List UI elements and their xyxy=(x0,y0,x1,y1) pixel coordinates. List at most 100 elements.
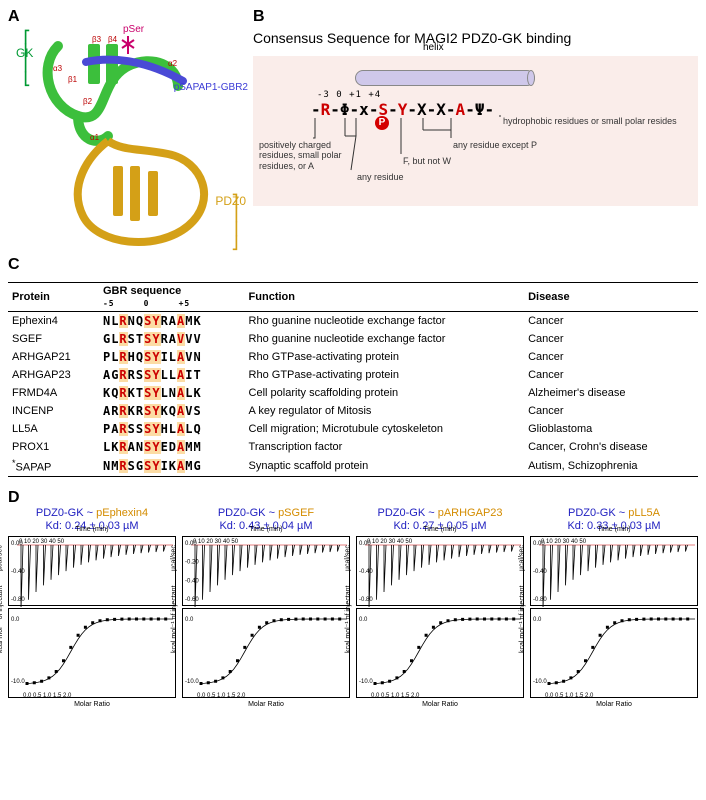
gbr-table: Protein GBR sequence-5 0 +5 Function Dis… xyxy=(8,282,698,477)
psapap-label: pSAPAP1-GBR2 xyxy=(174,82,248,93)
itc-isotherm-chart: kcal mol⁻¹ of injectantMolar Ratio0.0-10… xyxy=(8,608,176,698)
itc-raw-chart: Time (min)µcal/sec0.00-0.20-0.40-0.600 1… xyxy=(182,536,350,606)
svg-text:-10.0: -10.0 xyxy=(185,679,199,685)
sse-a1: α1 xyxy=(90,133,100,142)
col-disease: Disease xyxy=(524,283,698,312)
svg-text:-10.0: -10.0 xyxy=(533,679,547,685)
itc-isotherm-chart: kcal mol⁻¹ of injectantMolar Ratio0.0-10… xyxy=(182,608,350,698)
svg-text:0.0: 0.0 xyxy=(359,617,368,623)
sse-a2: α2 xyxy=(168,59,178,68)
table-row: ARHGAP23AGRRSSYLLAITRho GTPase-activatin… xyxy=(8,366,698,384)
svg-text:-0.60: -0.60 xyxy=(185,597,199,603)
panel-b-label: B xyxy=(253,8,265,26)
bracket-pdz: ⎤⎥⎥⎦ xyxy=(232,194,238,250)
itc-spikes-icon: 0.00-0.40-0.800 10 20 30 40 50 xyxy=(531,537,699,607)
pser-label: pSer xyxy=(123,24,144,35)
svg-text:-0.80: -0.80 xyxy=(11,597,25,603)
panel-c: C Protein GBR sequence-5 0 +5 Function D… xyxy=(8,256,698,477)
cell-disease: Autism, Schizophrenia xyxy=(524,456,698,476)
annotation-connectors-icon xyxy=(253,56,693,206)
itc-sigmoid-icon: 0.0-10.00.0 0.5 1.0 1.5 2.0 xyxy=(9,609,177,699)
axis-ucal-label: µcal/sec xyxy=(519,545,526,571)
svg-text:-10.0: -10.0 xyxy=(359,679,373,685)
cell-protein: PROX1 xyxy=(8,438,99,456)
cell-function: A key regulator of Mitosis xyxy=(245,402,525,420)
cell-protein: FRMD4A xyxy=(8,384,99,402)
svg-text:0.0 0.5 1.0 1.5 2.0: 0.0 0.5 1.0 1.5 2.0 xyxy=(371,693,420,699)
itc-isotherm-chart: kcal mol⁻¹ of injectantMolar Ratio0.0-10… xyxy=(356,608,524,698)
table-row: Ephexin4NLRNQSYRAAMKRho guanine nucleoti… xyxy=(8,312,698,331)
cell-disease: Glioblastoma xyxy=(524,420,698,438)
panel-a: A ⎡⎢⎢⎣ GK pSer pSAPAP1-GBR2 PDZ0 ⎤⎥⎥⎦ xyxy=(8,8,253,256)
svg-text:-0.20: -0.20 xyxy=(185,560,199,566)
helix-label: helix xyxy=(423,42,444,53)
cell-disease: Cancer xyxy=(524,312,698,331)
itc-sigmoid-icon: 0.0-10.00.0 0.5 1.0 1.5 2.0 xyxy=(531,609,699,699)
panel-d-label: D xyxy=(8,489,20,507)
itc-raw-chart: Time (min)µcal/sec0.00-0.40-0.800 10 20 … xyxy=(8,536,176,606)
svg-text:-0.40: -0.40 xyxy=(185,578,199,584)
cell-function: Rho GTPase-activating protein xyxy=(245,366,525,384)
svg-text:-0.40: -0.40 xyxy=(533,569,547,575)
svg-text:0 10 20 30 40 50: 0 10 20 30 40 50 xyxy=(367,539,413,545)
itc-panel: PDZ0-GK ~ pEphexin4Kd: 0.24 ± 0.03 µMTim… xyxy=(8,507,176,699)
cell-function: Transcription factor xyxy=(245,438,525,456)
axis-molar-label: Molar Ratio xyxy=(531,701,697,708)
cell-disease: Cancer xyxy=(524,366,698,384)
cell-function: Cell polarity scaffolding protein xyxy=(245,384,525,402)
table-row: *SAPAPNMRSGSYIKAMGSynaptic scaffold prot… xyxy=(8,456,698,476)
itc-panel: PDZ0-GK ~ pARHGAP23Kd: 0.27 ± 0.05 µMTim… xyxy=(356,507,524,699)
consensus-box: helix -3 0 +1 +4 -R-Φ-x-S-Y-X-X-A-Ψ- P p… xyxy=(253,56,698,206)
svg-text:-0.80: -0.80 xyxy=(533,597,547,603)
axis-molar-label: Molar Ratio xyxy=(183,701,349,708)
cell-gbr: AGRRSSYLLAIT xyxy=(99,366,245,384)
cell-protein: ARHGAP23 xyxy=(8,366,99,384)
axis-ucal-label: µcal/sec xyxy=(345,545,352,571)
cell-function: Rho GTPase-activating protein xyxy=(245,348,525,366)
sse-b1: β1 xyxy=(68,75,78,84)
svg-text:0.0: 0.0 xyxy=(11,617,20,623)
itc-raw-chart: Time (min)µcal/sec0.00-0.40-0.800 10 20 … xyxy=(530,536,698,606)
panel-c-label: C xyxy=(8,256,20,274)
table-header-row: Protein GBR sequence-5 0 +5 Function Dis… xyxy=(8,283,698,312)
axis-time-label: Time (min) xyxy=(9,526,175,533)
cell-protein: INCENP xyxy=(8,402,99,420)
axis-time-label: Time (min) xyxy=(183,526,349,533)
col-function: Function xyxy=(245,283,525,312)
col-gbr: GBR sequence-5 0 +5 xyxy=(99,283,245,312)
itc-isotherm-chart: kcal mol⁻¹ of injectantMolar Ratio0.0-10… xyxy=(530,608,698,698)
cell-gbr: ARRKRSYKQAVS xyxy=(99,402,245,420)
axis-molar-label: Molar Ratio xyxy=(9,701,175,708)
itc-row: PDZ0-GK ~ pEphexin4Kd: 0.24 ± 0.03 µMTim… xyxy=(8,507,698,699)
svg-text:0 10 20 30 40 50: 0 10 20 30 40 50 xyxy=(19,539,65,545)
cell-protein: LL5A xyxy=(8,420,99,438)
svg-text:-0.40: -0.40 xyxy=(11,569,25,575)
cell-gbr: NLRNQSYRAAMK xyxy=(99,312,245,331)
cell-protein: Ephexin4 xyxy=(8,312,99,331)
svg-text:-0.40: -0.40 xyxy=(359,569,373,575)
cell-disease: Cancer xyxy=(524,348,698,366)
ribbon-cartoon-icon: α3 β3 β4 α2 β2 β1 α1 xyxy=(28,26,238,256)
cell-protein: *SAPAP xyxy=(8,456,99,476)
sse-b4: β4 xyxy=(108,35,118,44)
axis-time-label: Time (min) xyxy=(531,526,697,533)
panel-a-label: A xyxy=(8,8,20,26)
panel-b: B Consensus Sequence for MAGI2 PDZ0-GK b… xyxy=(253,8,698,256)
gbr-pos-header: -5 0 +5 xyxy=(103,299,190,308)
cell-gbr: NMRSGSYIKAMG xyxy=(99,456,245,476)
cell-function: Cell migration; Microtubule cytoskeleton xyxy=(245,420,525,438)
itc-spikes-icon: 0.00-0.40-0.800 10 20 30 40 50 xyxy=(9,537,177,607)
axis-ucal-label: µcal/sec xyxy=(0,545,4,571)
cell-disease: Cancer xyxy=(524,330,698,348)
svg-text:-0.80: -0.80 xyxy=(359,597,373,603)
table-row: SGEFGLRSTSYRAVVVRho guanine nucleotide e… xyxy=(8,330,698,348)
itc-panel: PDZ0-GK ~ pLL5AKd: 0.33 ± 0.03 µMTime (m… xyxy=(530,507,698,699)
axis-kcal-label: kcal mol⁻¹ of injectant xyxy=(518,586,526,654)
cell-gbr: LKRANSYEDAMM xyxy=(99,438,245,456)
axis-kcal-label: kcal mol⁻¹ of injectant xyxy=(344,586,352,654)
table-row: ARHGAP21PLRHQSYILAVNRho GTPase-activatin… xyxy=(8,348,698,366)
col-protein: Protein xyxy=(8,283,99,312)
cell-gbr: PLRHQSYILAVN xyxy=(99,348,245,366)
table-row: FRMD4AKQRKTSYLNALKCell polarity scaffold… xyxy=(8,384,698,402)
cell-gbr: KQRKTSYLNALK xyxy=(99,384,245,402)
